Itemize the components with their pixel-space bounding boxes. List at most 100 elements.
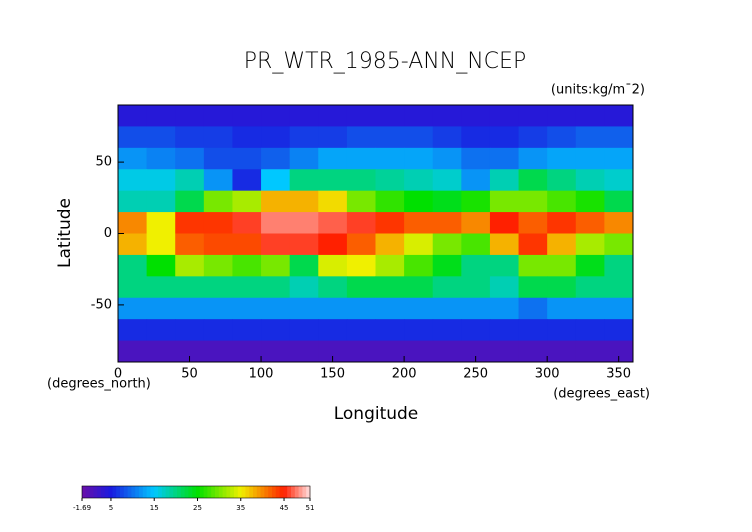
colorbar-swatch [306, 486, 311, 498]
colorbar-swatch [131, 486, 136, 498]
colorbar-swatch [89, 486, 94, 498]
chart-title: PR_WTR_1985-ANN_NCEP [244, 49, 526, 74]
cell [547, 297, 577, 320]
cell [118, 105, 148, 127]
colorbar-swatch [294, 486, 300, 498]
colorbar-swatch [226, 486, 231, 498]
colorbar-swatch [101, 486, 106, 498]
colorbar-swatch [230, 486, 235, 498]
cell [489, 126, 520, 149]
cell [518, 340, 548, 363]
colorbar-swatch [256, 486, 262, 498]
cell [375, 276, 405, 299]
cell [432, 297, 462, 320]
colorbar-swatch [188, 486, 193, 498]
cell [547, 233, 577, 256]
cell [118, 254, 148, 277]
cell [518, 105, 548, 127]
colorbar-swatch [268, 486, 273, 498]
cell [604, 212, 634, 234]
cell [518, 297, 548, 320]
colorbar-swatch [215, 486, 220, 498]
cell [232, 297, 262, 320]
colorbar-swatch [104, 486, 110, 498]
cell [261, 169, 291, 192]
x-tick-label: 50 [181, 367, 198, 382]
cell [175, 297, 205, 320]
cell [461, 319, 491, 342]
cell [318, 190, 348, 213]
colorbar-swatch [108, 486, 113, 498]
cell [146, 233, 176, 256]
x-tick-label: 350 [606, 367, 631, 382]
cell [461, 105, 491, 127]
cell [404, 276, 434, 299]
cell [575, 212, 605, 234]
colorbar-swatch [123, 486, 129, 498]
cell [289, 105, 319, 127]
colorbar-swatch [207, 486, 212, 498]
colorbar-tick-label: -1.69 [73, 504, 91, 512]
cell [203, 319, 233, 342]
cell [232, 105, 262, 127]
cell [261, 147, 291, 170]
cell [146, 169, 176, 192]
cell [146, 105, 176, 127]
cell [604, 147, 634, 170]
cell [118, 147, 148, 170]
cell [261, 212, 291, 234]
colorbar-swatch [253, 486, 258, 498]
cell [318, 233, 348, 256]
cell [461, 190, 491, 213]
colorbar-swatch [173, 486, 178, 498]
cell [118, 169, 148, 192]
cell [118, 297, 148, 320]
colorbar-tick-label: 25 [193, 504, 202, 512]
colorbar-swatch [184, 486, 189, 498]
cell [461, 276, 491, 299]
colorbar-swatch [218, 486, 224, 498]
cell [461, 340, 491, 363]
cell [375, 169, 405, 192]
colorbar-swatch [222, 486, 227, 498]
cell [346, 190, 376, 213]
cell [289, 126, 319, 149]
colorbar-swatch [272, 486, 277, 498]
colorbar-frame [81, 485, 311, 499]
cell [261, 126, 291, 149]
cell [203, 105, 233, 127]
colorbar-swatch [142, 486, 148, 498]
cell [175, 319, 205, 342]
cell [547, 169, 577, 192]
colorbar-swatch [180, 486, 186, 498]
colorbar-swatch [234, 486, 239, 498]
cell [232, 319, 262, 342]
colorbar-swatch [93, 486, 98, 498]
cell [518, 319, 548, 342]
cell [118, 212, 148, 234]
cell [547, 319, 577, 342]
cell [346, 254, 376, 277]
cell [432, 254, 462, 277]
cell [118, 126, 148, 149]
cell [547, 276, 577, 299]
colorbar-swatch [211, 486, 216, 498]
cell [203, 169, 233, 192]
x-tick-label: 200 [392, 367, 417, 382]
cell [346, 212, 376, 234]
colorbar-swatch [196, 486, 201, 498]
cell [232, 340, 262, 363]
cell [547, 147, 577, 170]
cell [232, 233, 262, 256]
cell [547, 105, 577, 127]
cell [375, 212, 405, 234]
x-tick-label: 300 [535, 367, 560, 382]
cell [604, 190, 634, 213]
cell [346, 276, 376, 299]
cell [575, 254, 605, 277]
cell [289, 340, 319, 363]
cell [346, 169, 376, 192]
cell [346, 319, 376, 342]
cell [518, 212, 548, 234]
cell [375, 340, 405, 363]
